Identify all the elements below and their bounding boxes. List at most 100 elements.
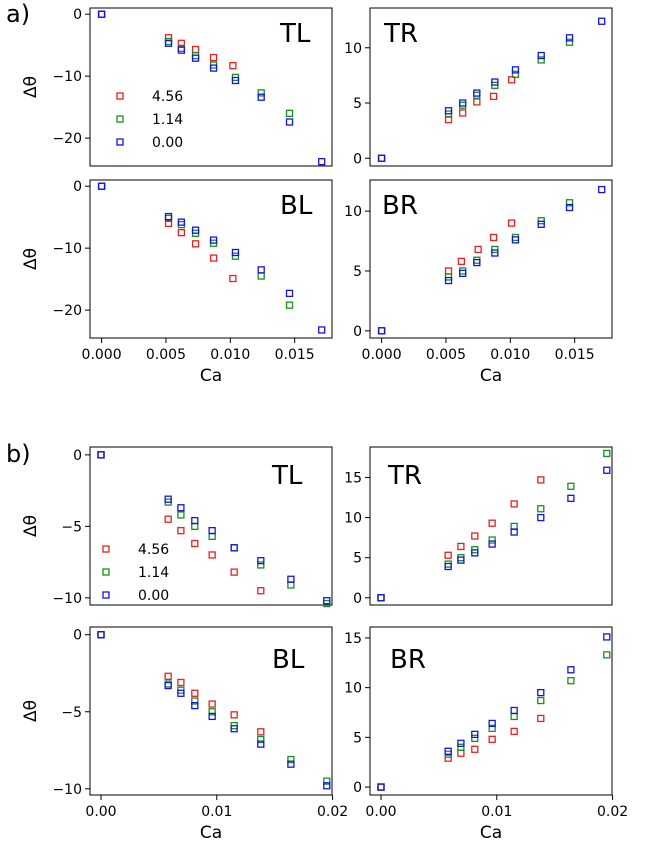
y-tick-label: 0 [353, 324, 362, 340]
part-label-b: b) [6, 440, 31, 468]
data-point [191, 689, 199, 697]
data-point [285, 289, 294, 298]
data-point [97, 10, 106, 18]
x-axis-label: Ca [480, 366, 502, 386]
data-point [209, 64, 218, 72]
legend: 4.56 1.14 0.00 [116, 89, 183, 151]
data-point [444, 747, 452, 755]
x-tick-label: 0.000 [362, 347, 402, 363]
x-tick-label: 0.00 [365, 804, 396, 820]
data-point [377, 154, 386, 162]
data-point [488, 536, 496, 544]
data-point [208, 526, 216, 535]
data-point [488, 735, 496, 743]
data-point [459, 101, 467, 109]
panel-title: BR [390, 645, 426, 675]
data-point [489, 233, 498, 242]
data-point [457, 556, 465, 564]
data-point [177, 678, 185, 687]
data-point [537, 476, 545, 484]
axes-frame [369, 446, 613, 606]
legend-marker [102, 591, 110, 599]
x-tick-label: 0.005 [146, 347, 186, 363]
data-point [257, 561, 265, 569]
y-axis-label: Δθ [21, 76, 41, 98]
y-tick-label: 0 [353, 780, 362, 796]
part-label-a: a) [6, 0, 30, 28]
data-point [457, 743, 465, 751]
data-point [471, 745, 479, 753]
data-point [488, 724, 496, 733]
panel-b-TL: 0 −5 −10 Δθ TL 4.56 1.14 0.00 [21, 446, 333, 608]
legend-marker [102, 545, 110, 553]
data-point [510, 528, 518, 536]
data-point [474, 245, 482, 254]
data-point [603, 633, 611, 641]
data-point [164, 515, 172, 523]
y-tick-label: −10 [52, 69, 82, 85]
data-point [603, 651, 611, 659]
y-tick-label: −20 [52, 303, 82, 319]
data-point [257, 735, 265, 744]
legend: 4.56 1.14 0.00 [102, 542, 169, 604]
data-point [164, 495, 172, 503]
data-point [97, 10, 106, 18]
axes-frame [369, 7, 613, 167]
data-point [510, 727, 518, 736]
data-point [191, 226, 200, 234]
data-point [97, 451, 105, 459]
data-point [457, 257, 466, 266]
data-point [537, 714, 545, 723]
data-point [507, 219, 516, 227]
data-point [191, 539, 199, 548]
legend-label: 4.56 [152, 89, 183, 105]
axes-frame [369, 179, 613, 339]
data-point [209, 53, 218, 62]
data-point [377, 594, 385, 602]
y-tick-label: 0 [353, 591, 362, 607]
legend-label: 1.14 [138, 565, 169, 581]
legend-label: 0.00 [152, 135, 183, 151]
panel-b-BR: 0 5 10 15 0.00 0.01 0.02 Ca BR [344, 626, 628, 843]
data-point [229, 61, 237, 70]
data-point [537, 51, 545, 60]
y-axis-label: Δθ [21, 248, 41, 270]
data-point [257, 587, 265, 595]
x-axis-label: Ca [200, 366, 222, 386]
data-point [257, 557, 265, 565]
data-point [457, 749, 465, 757]
data-point [97, 182, 106, 190]
data-point [285, 109, 294, 117]
data-point [377, 594, 385, 602]
y-tick-label: −5 [61, 519, 82, 535]
legend-marker [116, 92, 124, 100]
data-point [473, 91, 481, 99]
legend-label: 0.00 [138, 588, 169, 604]
data-point [287, 575, 295, 583]
data-point [473, 98, 481, 106]
data-point [489, 92, 498, 101]
data-point [598, 17, 606, 25]
data-point [97, 182, 106, 190]
data-point [459, 109, 467, 117]
panel-title: BR [382, 191, 418, 221]
data-point [97, 182, 106, 190]
data-point [177, 218, 186, 226]
legend-marker [116, 138, 124, 146]
data-point [377, 783, 385, 791]
y-tick-label: 0 [73, 179, 82, 195]
data-point [537, 688, 545, 697]
x-tick-label: 0.015 [555, 347, 595, 363]
data-point [565, 34, 574, 42]
data-point [191, 697, 199, 705]
data-point [230, 711, 238, 719]
data-point [287, 760, 295, 768]
axes-frame [369, 626, 613, 796]
data-point [177, 39, 186, 47]
data-point [257, 728, 265, 736]
y-tick-label: 5 [353, 551, 362, 567]
data-point [511, 66, 520, 74]
data-point [377, 327, 386, 335]
y-tick-label: −10 [52, 591, 82, 607]
